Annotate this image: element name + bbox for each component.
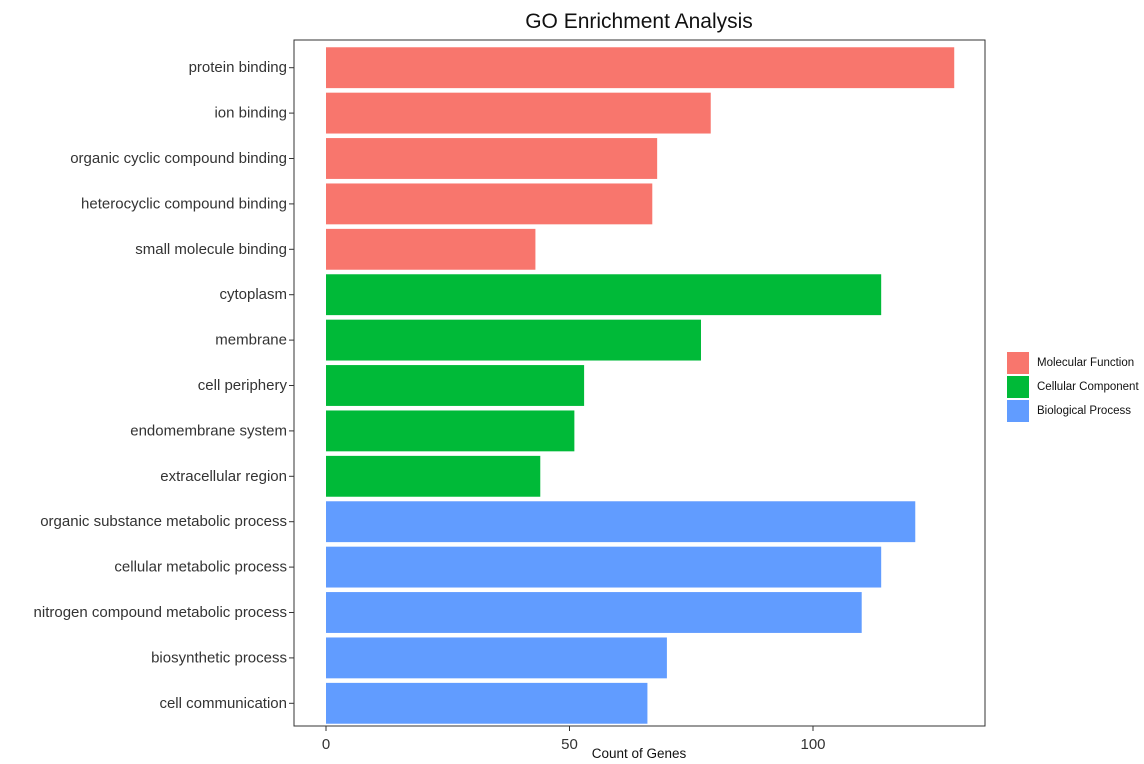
y-tick-label: small molecule binding xyxy=(135,241,287,258)
bar-1 xyxy=(326,47,955,89)
bar-11 xyxy=(326,501,916,543)
y-tick-label: endomembrane system xyxy=(130,422,287,439)
legend-label: Cellular Component xyxy=(1037,381,1139,393)
x-tick-label: 100 xyxy=(800,736,825,753)
bar-14 xyxy=(326,637,667,679)
y-tick-label: cell communication xyxy=(159,695,287,712)
x-tick-label: 50 xyxy=(561,736,578,753)
y-tick-label: organic cyclic compound binding xyxy=(70,150,287,167)
bar-12 xyxy=(326,546,882,588)
plot-frame xyxy=(293,39,986,727)
legend-swatch xyxy=(1007,400,1029,422)
bar-5 xyxy=(326,228,536,270)
bar-13 xyxy=(326,592,862,633)
y-axis: protein binding ion binding organic cyclic… xyxy=(34,59,294,712)
legend-swatch xyxy=(1007,352,1029,374)
bar-9 xyxy=(326,410,575,452)
y-tick-label: ion binding xyxy=(214,105,287,122)
y-tick-label: extracellular region xyxy=(160,468,287,485)
y-tick-label: biosynthetic process xyxy=(151,649,287,666)
legend-label: Molecular Function xyxy=(1037,357,1134,369)
legend-swatch xyxy=(1007,376,1029,398)
y-tick-label: protein binding xyxy=(189,59,287,76)
bar-4 xyxy=(326,183,653,225)
legend: Molecular Function Cellular Component Biol… xyxy=(1007,352,1139,422)
bar-2 xyxy=(326,92,711,134)
bar-3 xyxy=(326,138,658,179)
x-axis: 0 50 100 xyxy=(322,726,826,753)
bars-layer xyxy=(326,47,955,724)
y-tick-label: cellular metabolic process xyxy=(114,559,287,576)
y-tick-label: nitrogen compound metabolic process xyxy=(34,604,287,621)
x-axis-title: Count of Genes xyxy=(592,746,687,761)
chart-title: GO Enrichment Analysis xyxy=(525,10,753,33)
y-tick-label: cell periphery xyxy=(198,377,288,394)
bar-7 xyxy=(326,319,701,361)
bar-10 xyxy=(326,455,541,497)
y-tick-label: cytoplasm xyxy=(219,286,287,303)
bar-8 xyxy=(326,365,585,406)
bar-6 xyxy=(326,274,882,316)
y-tick-label: membrane xyxy=(215,332,287,349)
y-tick-label: organic substance metabolic process xyxy=(40,513,287,530)
y-tick-label: heterocyclic compound binding xyxy=(81,195,287,212)
x-tick-label: 0 xyxy=(322,736,330,753)
legend-label: Biological Process xyxy=(1037,405,1131,417)
bar-15 xyxy=(326,682,648,724)
